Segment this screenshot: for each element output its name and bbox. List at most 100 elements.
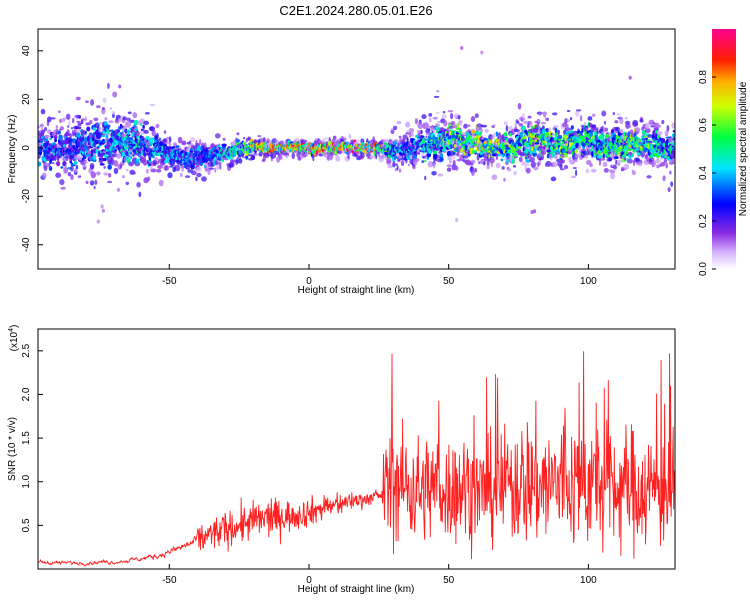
heatmap-cell xyxy=(103,172,109,176)
heatmap-cell xyxy=(103,165,106,169)
heatmap-cell xyxy=(657,124,662,128)
heatmap-cell xyxy=(542,111,548,116)
heatmap-cell xyxy=(85,180,89,185)
colorbar-label: Normalized spectral amplitude xyxy=(738,81,749,216)
heatmap-cell xyxy=(672,142,675,146)
heatmap-cell xyxy=(500,158,504,162)
heatmap-cell xyxy=(111,110,116,115)
heatmap-cell xyxy=(216,164,220,171)
colorbar-tick-label: 0.8 xyxy=(698,70,709,84)
heatmap-cell xyxy=(50,117,56,120)
heatmap-cell xyxy=(214,133,221,139)
heatmap-cell xyxy=(93,185,96,190)
heatmap-cell xyxy=(69,132,72,139)
heatmap-cell xyxy=(168,136,172,143)
heatmap-cell xyxy=(662,175,666,182)
heatmap-cell xyxy=(336,156,341,162)
heatmap-cell xyxy=(613,156,619,160)
heatmap-cell xyxy=(125,151,129,157)
heatmap-cell xyxy=(99,141,103,145)
heatmap-cell xyxy=(441,114,447,119)
heatmap-cell xyxy=(114,148,118,152)
heatmap-cell xyxy=(74,167,77,173)
heatmap-cell xyxy=(433,95,440,98)
heatmap-cell xyxy=(132,112,138,119)
heatmap-cell xyxy=(146,168,149,174)
heatmap-cell xyxy=(600,134,605,137)
heatmap-cell xyxy=(616,113,621,116)
heatmap-cell xyxy=(43,165,48,172)
heatmap-cell xyxy=(158,179,164,187)
heatmap-cell xyxy=(53,134,58,139)
heatmap-cell xyxy=(557,129,560,136)
y-tick-label: 20 xyxy=(21,93,32,105)
heatmap-cell xyxy=(671,148,675,156)
x-tick-label: 50 xyxy=(443,575,455,586)
heatmap-cell xyxy=(109,107,112,110)
heatmap-cell xyxy=(481,124,487,128)
heatmap-cell xyxy=(77,126,82,130)
heatmap-cell xyxy=(203,142,207,149)
heatmap-cell xyxy=(384,138,389,142)
heatmap-cell xyxy=(486,165,490,170)
heatmap-cell xyxy=(144,160,149,166)
heatmap-cell xyxy=(40,123,44,127)
heatmap-cell xyxy=(88,132,94,139)
heatmap-cell xyxy=(85,100,89,103)
heatmap-cell xyxy=(426,157,430,160)
heatmap-cell xyxy=(96,171,101,176)
heatmap-cell xyxy=(100,156,104,164)
heatmap-cell xyxy=(559,164,563,169)
heatmap-cell xyxy=(90,171,97,179)
heatmap-cell xyxy=(155,123,160,129)
heatmap-cell xyxy=(75,164,79,170)
heatmap-cell xyxy=(167,172,173,179)
heatmap-cell xyxy=(142,124,145,129)
heatmap-cell xyxy=(635,127,641,134)
heatmap-cell xyxy=(124,128,128,134)
spectrogram-y-axis-label: Frequency (Hz) xyxy=(7,115,18,184)
heatmap-cell xyxy=(188,140,192,144)
heatmap-cell xyxy=(342,137,347,141)
heatmap-cell xyxy=(407,163,410,167)
heatmap-cell xyxy=(624,117,629,120)
heatmap-cell xyxy=(128,161,134,167)
heatmap-cell xyxy=(60,186,66,190)
heatmap-cell xyxy=(130,151,133,155)
heatmap-cell xyxy=(101,107,105,110)
heatmap-cell xyxy=(56,160,61,167)
heatmap-cell xyxy=(48,137,53,140)
heatmap-cell xyxy=(151,140,154,145)
heatmap-cell xyxy=(459,131,462,134)
heatmap-cell xyxy=(191,170,197,176)
heatmap-cell xyxy=(54,138,57,143)
heatmap-cell xyxy=(175,145,180,149)
heatmap-cell xyxy=(646,175,652,179)
heatmap-cell xyxy=(347,155,350,160)
heatmap-cell xyxy=(417,122,423,130)
heatmap-cell xyxy=(98,122,104,125)
heatmap-cell xyxy=(435,123,441,127)
heatmap-cell xyxy=(125,181,129,185)
heatmap-cell xyxy=(543,143,547,146)
heatmap-cell xyxy=(196,145,202,152)
x-tick-label: 100 xyxy=(580,276,597,287)
heatmap-cell xyxy=(242,156,246,159)
heatmap-cell xyxy=(134,130,140,138)
heatmap-cell xyxy=(236,132,240,136)
heatmap-cell xyxy=(613,164,617,170)
heatmap-cell xyxy=(113,159,119,167)
heatmap-cell xyxy=(149,103,156,106)
x-tick-label: -50 xyxy=(162,575,177,586)
heatmap-cell xyxy=(77,115,82,119)
heatmap-cell xyxy=(566,119,571,123)
heatmap-cell xyxy=(127,111,132,115)
heatmap-cell xyxy=(460,46,464,51)
heatmap-cell xyxy=(448,125,455,129)
heatmap-cell xyxy=(62,160,67,167)
heatmap-cell xyxy=(107,82,110,89)
heatmap-cell xyxy=(174,164,181,172)
heatmap-cell xyxy=(89,180,95,186)
heatmap-cell xyxy=(62,117,66,121)
